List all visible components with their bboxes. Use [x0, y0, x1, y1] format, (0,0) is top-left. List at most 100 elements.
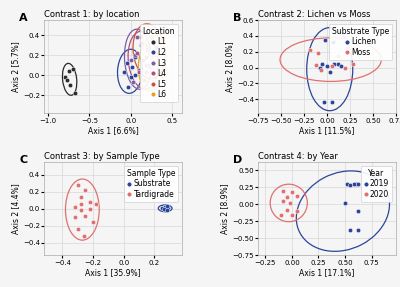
- Point: [152, 59, 159, 63]
- Point: [350, 61, 356, 66]
- Point: [287, 201, 293, 205]
- Y-axis label: Axis 2 [8.0%]: Axis 2 [8.0%]: [225, 42, 234, 92]
- Point: [314, 51, 321, 56]
- Point: [152, 45, 159, 49]
- Point: [165, 205, 172, 210]
- Point: [138, 43, 144, 47]
- Point: [342, 65, 348, 70]
- Point: [132, 73, 138, 77]
- Point: [328, 64, 335, 68]
- Point: [294, 209, 300, 214]
- Point: [324, 64, 330, 68]
- Point: [90, 220, 96, 225]
- Legend: Substrate, Tardigrade: Substrate, Tardigrade: [124, 166, 178, 202]
- Point: [82, 213, 89, 218]
- Point: [78, 208, 84, 213]
- Point: [130, 80, 136, 85]
- Point: [146, 51, 152, 55]
- Point: [280, 199, 287, 203]
- Point: [319, 61, 326, 66]
- Point: [87, 200, 93, 204]
- Point: [322, 38, 328, 42]
- Point: [164, 204, 170, 208]
- Point: [144, 48, 150, 53]
- Point: [132, 55, 138, 59]
- Y-axis label: Axis 2 [5.7%]: Axis 2 [5.7%]: [11, 41, 20, 92]
- Point: [342, 201, 348, 205]
- Point: [136, 68, 142, 73]
- Point: [64, 78, 70, 83]
- Point: [313, 63, 319, 67]
- Point: [162, 208, 168, 213]
- Point: [74, 183, 81, 187]
- Text: Contrast 1: by location: Contrast 1: by location: [44, 10, 140, 19]
- Point: [74, 227, 81, 231]
- Legend: L1, L2, L3, L4, L5, L6: L1, L2, L3, L4, L5, L6: [140, 24, 178, 102]
- Point: [141, 78, 147, 83]
- Point: [132, 53, 138, 57]
- Point: [142, 55, 149, 59]
- Point: [326, 69, 333, 74]
- X-axis label: Axis 1 [17.1%]: Axis 1 [17.1%]: [299, 268, 355, 277]
- Point: [344, 46, 350, 50]
- Point: [142, 43, 149, 47]
- Point: [81, 234, 87, 238]
- Point: [347, 228, 354, 232]
- Point: [294, 194, 300, 198]
- Point: [134, 35, 141, 39]
- Point: [352, 182, 359, 186]
- Point: [140, 58, 146, 63]
- X-axis label: Axis 1 [6.6%]: Axis 1 [6.6%]: [88, 126, 138, 135]
- Point: [354, 182, 361, 186]
- Point: [128, 58, 134, 63]
- Point: [330, 40, 337, 44]
- Point: [328, 99, 335, 104]
- Point: [354, 228, 361, 232]
- Point: [124, 61, 130, 65]
- Point: [78, 195, 84, 199]
- Point: [164, 207, 170, 212]
- Point: [121, 70, 127, 75]
- Point: [289, 190, 295, 194]
- Point: [93, 201, 99, 206]
- Point: [335, 61, 341, 66]
- Point: [347, 183, 354, 187]
- Point: [125, 85, 132, 90]
- Point: [278, 212, 284, 217]
- Point: [335, 53, 341, 58]
- Point: [160, 206, 167, 211]
- Point: [67, 83, 74, 88]
- Point: [318, 68, 325, 72]
- Point: [149, 53, 156, 57]
- Point: [62, 75, 68, 79]
- Point: [71, 91, 78, 96]
- Point: [142, 63, 149, 67]
- Point: [331, 61, 338, 66]
- Point: [70, 67, 76, 71]
- Text: B: B: [233, 13, 242, 23]
- Text: A: A: [19, 13, 28, 23]
- Text: D: D: [233, 155, 242, 164]
- Point: [350, 182, 357, 186]
- Point: [142, 70, 149, 75]
- Point: [162, 205, 168, 209]
- Point: [151, 53, 157, 57]
- Point: [66, 69, 72, 73]
- Point: [128, 75, 134, 79]
- Point: [354, 209, 361, 214]
- Point: [72, 215, 78, 220]
- Legend: Lichen, Moss: Lichen, Moss: [329, 24, 392, 60]
- Point: [78, 201, 84, 206]
- Point: [138, 35, 144, 39]
- Text: Contrast 3: by Sample Type: Contrast 3: by Sample Type: [44, 152, 160, 161]
- Point: [280, 188, 287, 193]
- Text: C: C: [19, 155, 27, 164]
- Point: [155, 61, 161, 65]
- X-axis label: Axis 1 [11.5%]: Axis 1 [11.5%]: [299, 126, 355, 135]
- Point: [307, 48, 314, 53]
- Point: [72, 205, 78, 209]
- Point: [87, 206, 93, 211]
- Point: [289, 212, 295, 217]
- Point: [344, 182, 350, 186]
- Legend: 2019, 2020: 2019, 2020: [361, 166, 392, 202]
